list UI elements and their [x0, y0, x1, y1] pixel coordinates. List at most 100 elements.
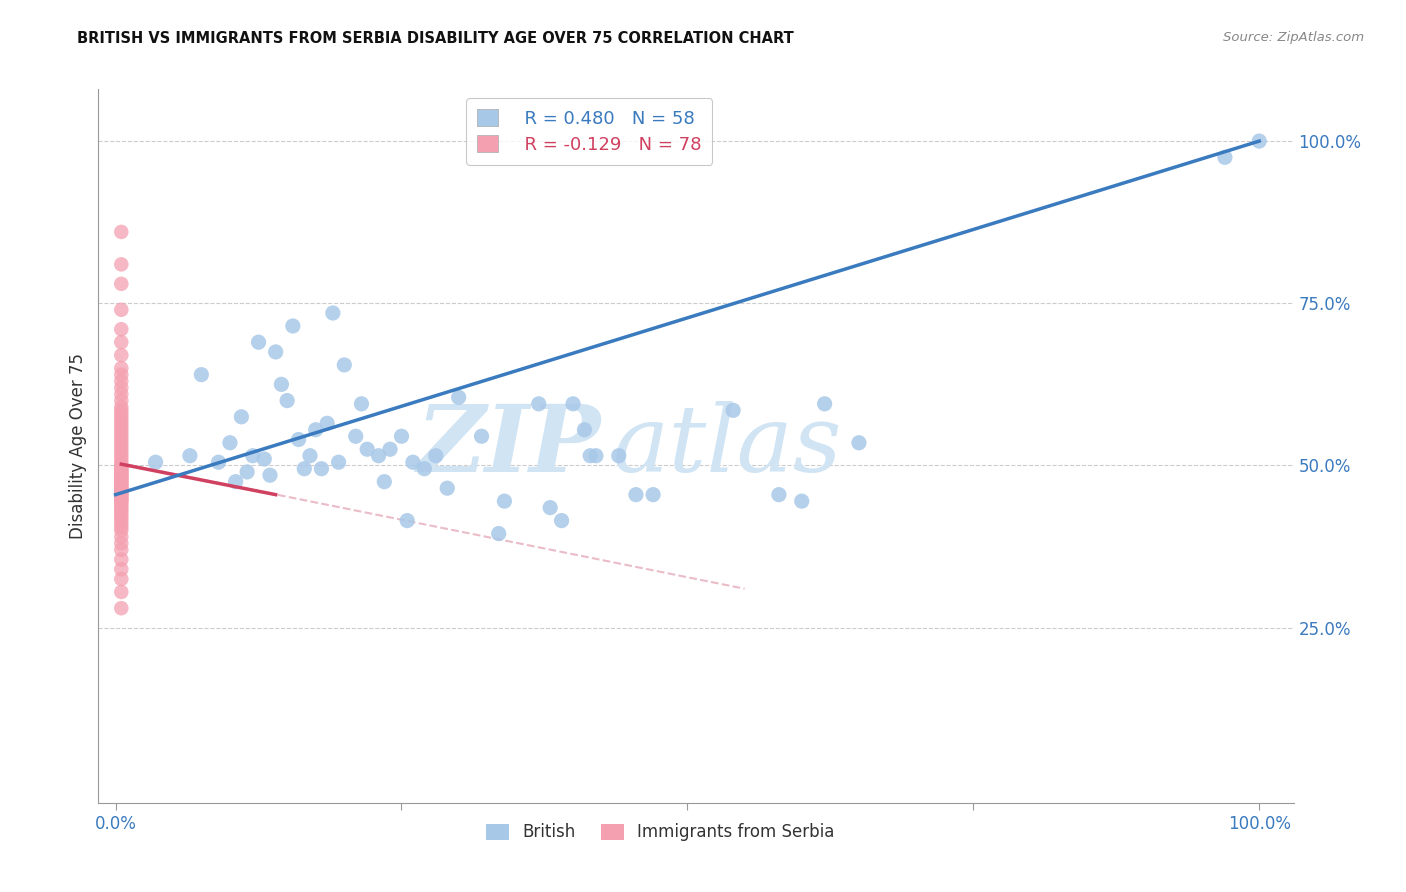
Point [110, 413, 132, 427]
Point [219, 435, 242, 450]
Point [110, 419, 132, 434]
Point [190, 368, 212, 382]
Point [790, 494, 813, 508]
Point [585, 449, 607, 463]
Point [298, 449, 321, 463]
Point [110, 439, 132, 453]
Point [110, 474, 132, 488]
Point [110, 467, 132, 481]
Point [110, 520, 132, 534]
Point [110, 481, 132, 495]
Y-axis label: Disability Age Over 75: Disability Age Over 75 [69, 353, 87, 539]
Point [110, 484, 132, 499]
Point [396, 514, 419, 528]
Point [110, 458, 132, 473]
Point [110, 473, 132, 487]
Point [322, 306, 344, 320]
Point [110, 423, 132, 437]
Point [305, 423, 328, 437]
Point [110, 536, 132, 550]
Point [110, 452, 132, 467]
Point [110, 417, 132, 431]
Point [110, 495, 132, 509]
Point [350, 397, 373, 411]
Point [110, 514, 132, 528]
Point [110, 348, 132, 362]
Point [391, 429, 413, 443]
Point [488, 526, 510, 541]
Point [270, 377, 292, 392]
Point [333, 358, 356, 372]
Point [579, 449, 602, 463]
Point [316, 417, 339, 431]
Point [624, 488, 647, 502]
Point [110, 425, 132, 440]
Point [110, 449, 132, 463]
Point [110, 433, 132, 447]
Point [356, 442, 378, 457]
Point [848, 435, 870, 450]
Point [311, 461, 333, 475]
Point [110, 487, 132, 501]
Point [110, 524, 132, 538]
Point [253, 452, 276, 467]
Point [527, 397, 550, 411]
Text: atlas: atlas [613, 401, 842, 491]
Point [110, 476, 132, 491]
Point [110, 585, 132, 599]
Point [110, 530, 132, 544]
Point [110, 393, 132, 408]
Point [110, 381, 132, 395]
Point [110, 403, 132, 417]
Point [110, 461, 132, 475]
Point [110, 552, 132, 566]
Point [110, 505, 132, 519]
Point [242, 449, 264, 463]
Point [110, 500, 132, 514]
Point [110, 400, 132, 414]
Point [110, 361, 132, 376]
Point [110, 510, 132, 524]
Point [110, 479, 132, 493]
Point [236, 465, 259, 479]
Point [110, 488, 132, 502]
Point [207, 455, 229, 469]
Point [470, 429, 492, 443]
Point [1213, 150, 1236, 164]
Point [110, 482, 132, 496]
Point [110, 490, 132, 504]
Point [110, 492, 132, 507]
Point [413, 461, 436, 475]
Point [110, 502, 132, 516]
Point [494, 494, 516, 508]
Point [110, 322, 132, 336]
Point [110, 467, 132, 482]
Point [721, 403, 744, 417]
Point [110, 493, 132, 508]
Point [110, 462, 132, 476]
Point [110, 374, 132, 388]
Point [225, 475, 247, 489]
Point [110, 478, 132, 492]
Point [1249, 134, 1271, 148]
Point [436, 481, 458, 495]
Point [110, 277, 132, 291]
Point [259, 468, 281, 483]
Point [276, 393, 298, 408]
Point [447, 390, 470, 404]
Point [425, 449, 447, 463]
Point [110, 368, 132, 382]
Point [281, 318, 304, 333]
Point [145, 455, 167, 469]
Point [328, 455, 350, 469]
Point [344, 429, 367, 443]
Point [110, 572, 132, 586]
Text: Source: ZipAtlas.com: Source: ZipAtlas.com [1223, 31, 1364, 45]
Legend: British, Immigrants from Serbia: British, Immigrants from Serbia [479, 817, 841, 848]
Point [110, 471, 132, 485]
Point [110, 470, 132, 484]
Point [110, 429, 132, 443]
Point [110, 516, 132, 531]
Text: ZIP: ZIP [416, 401, 600, 491]
Point [110, 497, 132, 511]
